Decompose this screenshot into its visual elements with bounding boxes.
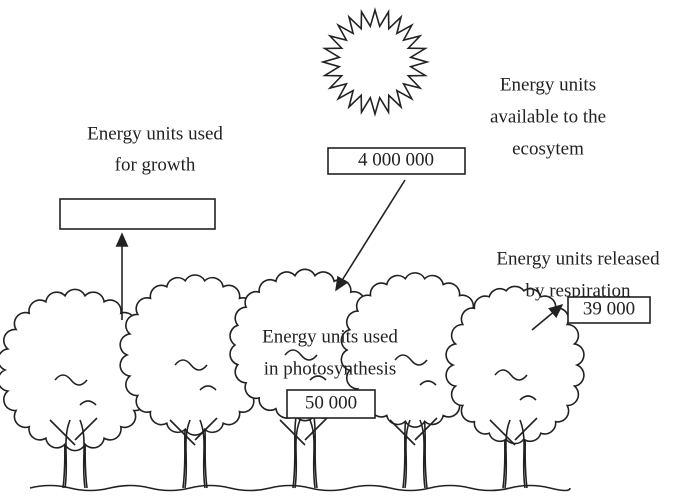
photosynthesis-value: 50 000 (305, 392, 357, 413)
tree-part (184, 419, 191, 489)
respiration-value: 39 000 (583, 298, 635, 319)
respiration-label: by respiration (525, 280, 631, 301)
growth-label: Energy units used (87, 123, 223, 144)
tree-part (279, 417, 328, 446)
tree-part (445, 285, 585, 445)
tree-part (389, 417, 438, 446)
tree-part (419, 419, 426, 489)
tree-part (284, 349, 327, 381)
tree-part (340, 272, 490, 428)
respiration-value-box (567, 296, 651, 324)
sun-value: 4 000 000 (358, 149, 434, 170)
arrow-sun (335, 179, 406, 292)
growth-label: for growth (115, 154, 196, 175)
tree-part (404, 419, 411, 489)
tree-part (54, 374, 97, 406)
tree-part (394, 354, 437, 386)
photosynthesis-value-box (286, 389, 376, 419)
sun-label: Energy units (500, 74, 596, 95)
tree-part (174, 359, 217, 391)
arrow-respiration (531, 303, 564, 331)
tree-part (309, 419, 316, 489)
tree-part (519, 419, 526, 489)
growth-value-box (59, 198, 216, 230)
tree-part (494, 369, 537, 401)
respiration-label: Energy units released (496, 248, 660, 269)
tree-part (294, 419, 301, 489)
sun-value-box (327, 147, 466, 175)
sun-label: available to the (490, 106, 606, 127)
trees (0, 268, 585, 489)
sun (320, 7, 430, 117)
ground (29, 484, 571, 492)
tree-part (119, 274, 271, 436)
tree-part (49, 417, 98, 446)
tree-part (0, 288, 153, 452)
tree-part (504, 419, 511, 489)
photosynthesis-label: Energy units used (262, 326, 398, 347)
tree-part (64, 419, 71, 489)
tree-part (199, 419, 206, 489)
tree-part (79, 419, 86, 489)
tree-part (169, 417, 218, 446)
photosynthesis-label: in photosynthesis (264, 358, 396, 379)
sun-label: ecosytem (512, 138, 584, 159)
tree-part (489, 417, 538, 446)
